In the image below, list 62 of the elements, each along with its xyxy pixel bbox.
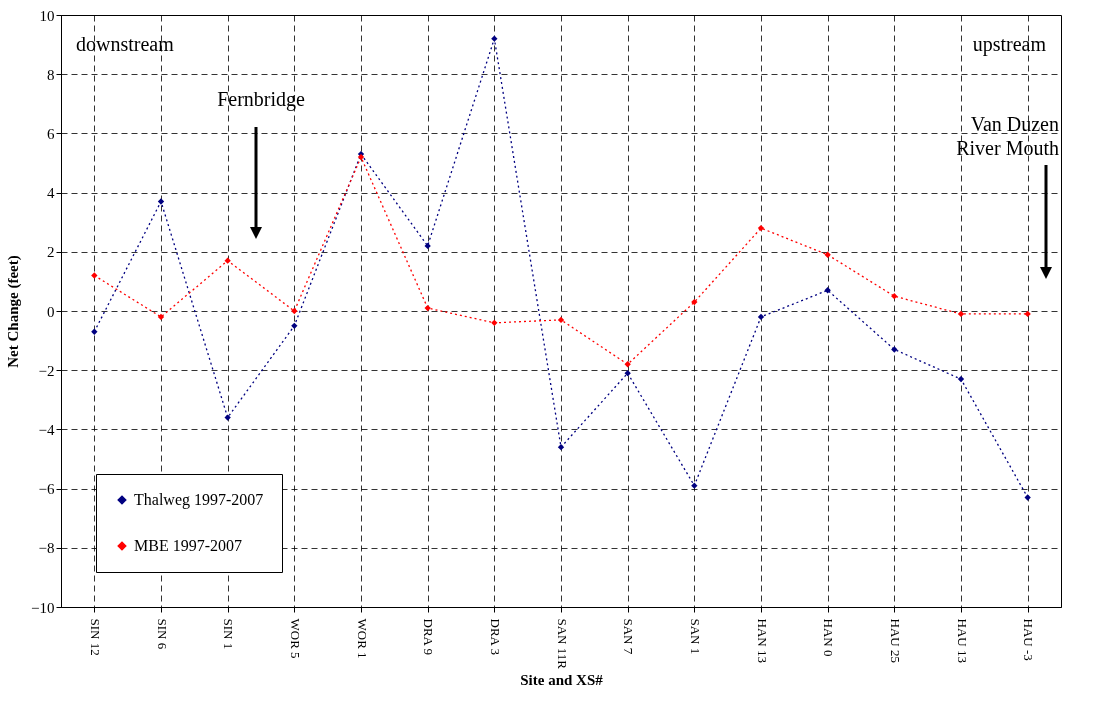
point <box>891 293 898 300</box>
point <box>291 307 298 315</box>
y-tick-label: 2 <box>47 244 55 261</box>
y-axis-title: Net Change (feet) <box>5 255 23 368</box>
y-tick-label: 4 <box>47 185 55 202</box>
point <box>757 224 765 232</box>
x-tick-label: HAN 0 <box>821 618 837 657</box>
point <box>157 198 165 205</box>
annotation: Fernbridge <box>217 88 305 111</box>
y-tick-label: 8 <box>47 66 55 83</box>
x-tick-label: HAU -3 <box>1021 618 1037 661</box>
point <box>157 313 165 321</box>
x-tick-label: DRA 9 <box>421 618 437 655</box>
point <box>824 287 831 294</box>
point <box>424 242 431 250</box>
point <box>1024 494 1031 501</box>
point <box>557 316 565 324</box>
y-tick-label: −6 <box>38 481 55 498</box>
y-tick-label: 0 <box>47 303 55 320</box>
point <box>557 444 565 451</box>
point <box>224 414 231 421</box>
point <box>624 370 631 377</box>
x-tick-label: WOR 5 <box>287 618 303 659</box>
x-tick-label: SAN 11R <box>554 618 570 670</box>
y-tick-label: −8 <box>38 540 55 557</box>
point <box>624 361 631 368</box>
annotation: upstream <box>972 33 1047 56</box>
x-tick-label: HAN 13 <box>754 618 770 663</box>
x-tick-label: SIN 1 <box>221 618 237 650</box>
x-axis-title: Site and XS# <box>520 671 604 688</box>
point <box>491 319 498 326</box>
y-tick-label: −2 <box>38 362 55 379</box>
point <box>291 322 298 329</box>
y-tick-label: 6 <box>47 125 55 142</box>
legend-label: Thalweg 1997-2007 <box>134 491 264 509</box>
point <box>91 328 98 335</box>
point <box>91 272 98 279</box>
point <box>491 35 498 42</box>
x-tick-label: SAN 7 <box>621 618 637 655</box>
x-tick-label: SIN 12 <box>87 618 103 656</box>
point <box>957 310 965 318</box>
point <box>691 482 698 489</box>
point <box>757 313 765 321</box>
point <box>224 257 231 264</box>
legend-label: MBE 1997-2007 <box>134 537 242 554</box>
y-tick-label: −10 <box>31 599 55 616</box>
point <box>1024 310 1031 318</box>
point <box>891 346 898 353</box>
x-tick-label: SAN 1 <box>687 618 703 655</box>
x-tick-label: WOR 1 <box>354 618 370 659</box>
point <box>424 304 431 312</box>
point <box>957 375 965 383</box>
point <box>691 298 698 306</box>
annotation: downstream <box>76 33 175 55</box>
point <box>824 251 831 258</box>
annotation: Van Duzen River Mouth <box>956 113 1059 159</box>
x-tick-label: DRA 3 <box>487 618 503 655</box>
x-tick-label: SIN 6 <box>154 618 170 650</box>
x-tick-label: HAU 25 <box>887 618 903 663</box>
x-tick-label: HAU 13 <box>954 618 970 663</box>
y-tick-label: 10 <box>39 7 55 24</box>
y-tick-label: −4 <box>38 421 55 438</box>
